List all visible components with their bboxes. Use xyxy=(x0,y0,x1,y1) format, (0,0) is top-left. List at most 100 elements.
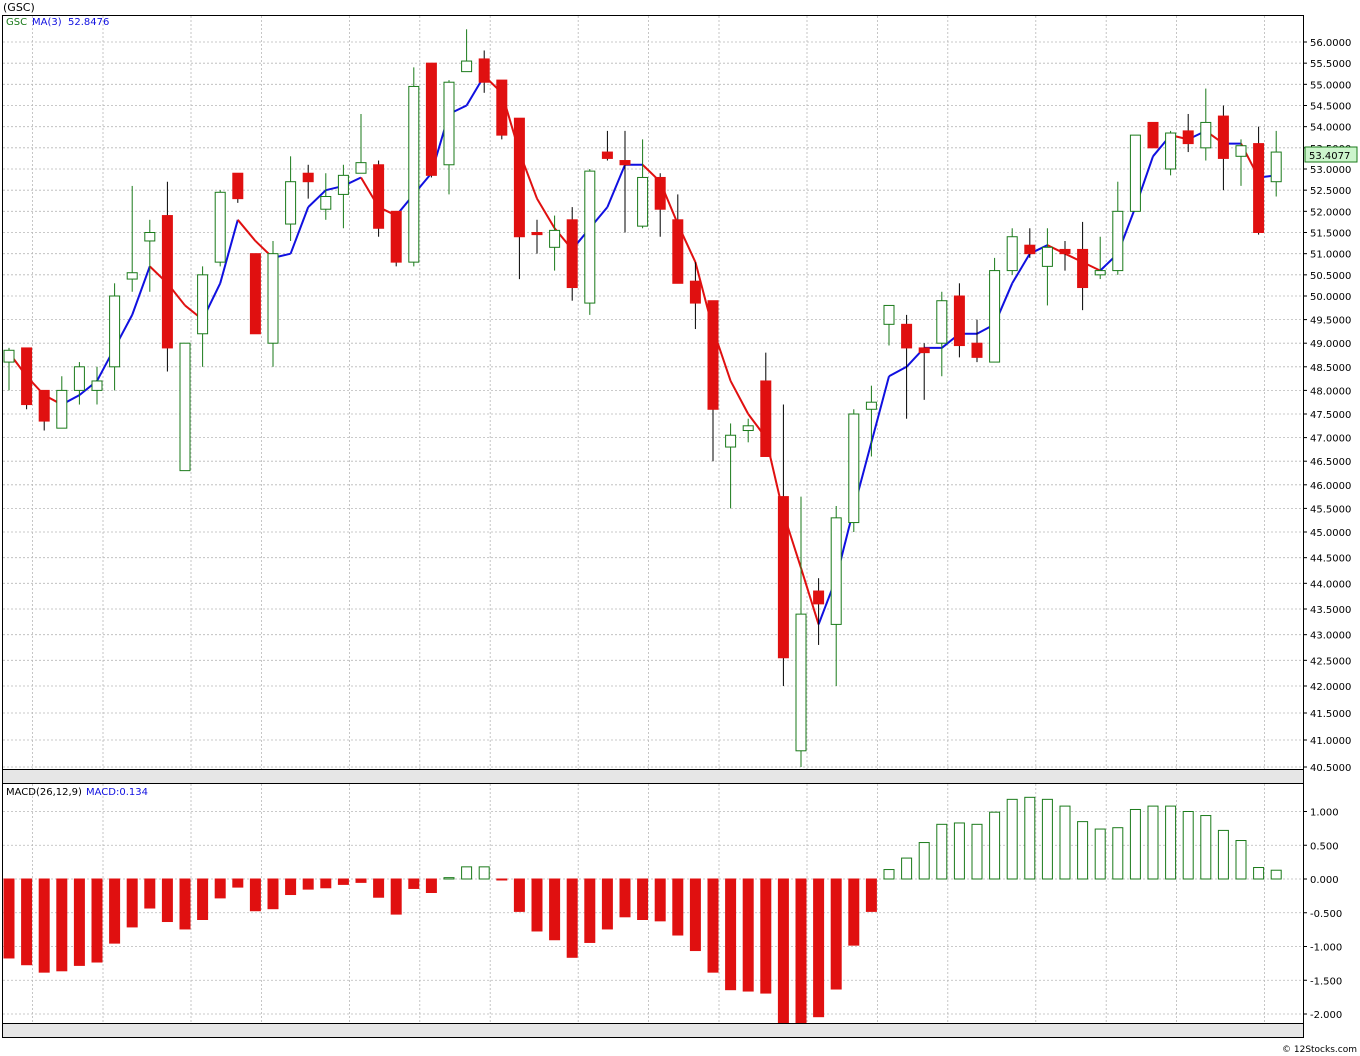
macd-bar xyxy=(161,878,173,923)
candle xyxy=(848,413,860,524)
macd-bar xyxy=(1094,828,1106,880)
price-tick-label: 46.0000 xyxy=(1310,481,1351,492)
ma-segment xyxy=(131,266,151,316)
candle xyxy=(1077,248,1089,289)
price-tick-label: 43.0000 xyxy=(1310,631,1351,642)
price-tick-label: 52.0000 xyxy=(1310,207,1351,218)
price-tick-label: 49.5000 xyxy=(1310,316,1351,327)
macd-bar xyxy=(56,878,68,972)
candle xyxy=(285,181,297,225)
macd-label: MACD(26,12,9) xyxy=(6,787,82,798)
macd-bar xyxy=(1059,805,1071,880)
macd-bar xyxy=(1006,798,1018,880)
footer-credit: © 12Stocks.com xyxy=(1282,1045,1357,1055)
price-tick-label: 48.0000 xyxy=(1310,386,1351,397)
candle xyxy=(179,342,191,472)
macd-bar xyxy=(3,878,15,959)
candle xyxy=(971,342,983,358)
candle xyxy=(777,496,789,659)
candle xyxy=(91,380,103,391)
macd-bar xyxy=(654,878,666,922)
macd-bar xyxy=(443,877,455,880)
price-tick-label: 41.5000 xyxy=(1310,709,1351,720)
macd-bar xyxy=(795,878,807,1028)
candle xyxy=(953,295,965,347)
macd-tick-label: 0.000 xyxy=(1310,875,1339,886)
macd-bar xyxy=(1182,811,1194,880)
candle xyxy=(936,300,948,344)
price-tick-label: 52.5000 xyxy=(1310,186,1351,197)
candle xyxy=(267,253,279,344)
macd-bar xyxy=(830,878,842,990)
candle xyxy=(1200,121,1212,149)
macd-bar xyxy=(1147,805,1159,880)
macd-bar xyxy=(777,878,789,1025)
macd-bar xyxy=(197,878,209,920)
macd-bar xyxy=(1129,808,1141,880)
candle xyxy=(443,81,455,166)
candle xyxy=(355,162,367,174)
candle xyxy=(619,160,631,166)
candle xyxy=(249,253,261,335)
candle xyxy=(1129,134,1141,212)
candle xyxy=(742,425,754,432)
macd-bar xyxy=(179,878,191,930)
macd-bar xyxy=(707,878,719,973)
ma-value: 52.8476 xyxy=(68,17,109,28)
candle xyxy=(425,62,437,176)
macd-bar xyxy=(285,878,297,896)
candle xyxy=(461,60,473,73)
macd-bar xyxy=(109,878,121,944)
macd-bar xyxy=(760,878,772,994)
candle xyxy=(21,347,33,406)
macd-value-label: MACD:0.134 xyxy=(86,787,148,798)
ma-segment xyxy=(219,219,239,284)
price-tick-label: 49.0000 xyxy=(1310,339,1351,350)
candle xyxy=(566,219,578,289)
macd-bar xyxy=(73,878,85,966)
price-tick-label: 56.0000 xyxy=(1310,38,1351,49)
candle xyxy=(1112,210,1124,272)
macd-bar xyxy=(1235,840,1247,880)
macd-bar xyxy=(1270,869,1282,880)
candle xyxy=(144,232,156,242)
macd-bar xyxy=(214,878,226,899)
price-tick-label: 55.0000 xyxy=(1310,80,1351,91)
macd-bar xyxy=(918,842,930,880)
candle xyxy=(478,58,490,83)
macd-bar xyxy=(531,878,543,932)
price-tick-label: 45.5000 xyxy=(1310,504,1351,515)
macd-bar xyxy=(425,878,437,893)
macd-bar xyxy=(1112,827,1124,880)
macd-bar xyxy=(848,878,860,946)
candle xyxy=(1094,270,1106,276)
chart-title: (GSC) xyxy=(3,1,35,14)
price-tick-label: 40.5000 xyxy=(1310,763,1351,774)
ma-segment xyxy=(800,567,820,625)
macd-bar xyxy=(865,878,877,912)
macd-bar xyxy=(249,878,261,912)
price-tick-label: 51.5000 xyxy=(1310,229,1351,240)
ma-segment xyxy=(536,198,556,229)
price-tick-label: 55.5000 xyxy=(1310,59,1351,70)
macd-bar xyxy=(373,878,385,898)
price-tick-label: 46.5000 xyxy=(1310,457,1351,468)
price-tick-label: 54.0000 xyxy=(1310,123,1351,134)
macd-month-axis-bar xyxy=(2,1023,1304,1038)
candle xyxy=(549,229,561,248)
price-tick-label: 50.5000 xyxy=(1310,271,1351,282)
candle xyxy=(197,274,209,335)
candle xyxy=(161,215,173,349)
candle xyxy=(1182,130,1194,145)
candle xyxy=(707,300,719,410)
macd-bar xyxy=(689,878,701,952)
macd-tick-label: -1.500 xyxy=(1310,976,1342,987)
macd-bar xyxy=(742,878,754,992)
macd-bar xyxy=(267,878,279,910)
macd-bar xyxy=(21,878,33,966)
candle xyxy=(496,79,508,136)
candle xyxy=(513,117,525,238)
macd-bar xyxy=(725,878,737,991)
candle xyxy=(214,191,226,263)
